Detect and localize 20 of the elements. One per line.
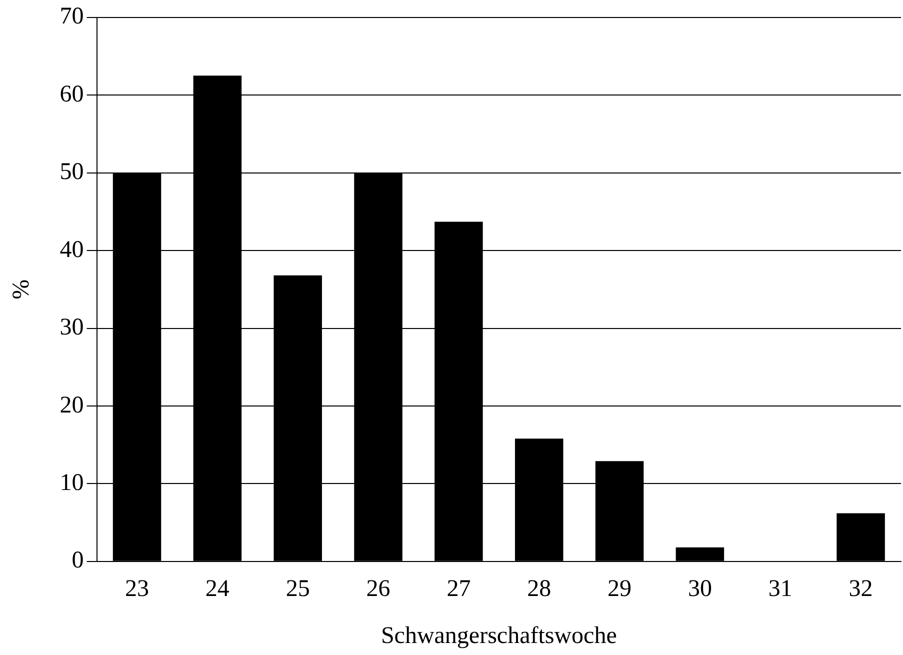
x-tick-label: 27 — [446, 576, 471, 602]
y-tick-label: 60 — [60, 81, 84, 108]
y-tick-label: 20 — [60, 392, 84, 418]
x-tick-label: 28 — [527, 576, 552, 602]
x-axis-title: Schwangerschaftswoche — [380, 622, 617, 649]
y-tick-label: 10 — [60, 470, 84, 496]
y-tick-label: 70 — [60, 4, 84, 30]
y-tick-label: 40 — [60, 236, 84, 263]
x-tick-label: 25 — [286, 576, 310, 602]
y-tick-label: 0 — [72, 548, 84, 574]
x-tick-label: 31 — [768, 576, 792, 602]
x-tick-label: 30 — [688, 576, 712, 602]
x-tick-label: 32 — [848, 576, 873, 602]
y-axis-title: % — [8, 279, 35, 300]
x-tick-label: 26 — [366, 576, 390, 602]
x-tick-label: 24 — [205, 576, 230, 602]
x-tick-label: 29 — [608, 576, 632, 602]
x-tick-label: 23 — [125, 576, 150, 602]
y-tick-label: 50 — [60, 159, 84, 186]
y-tick-label: 30 — [60, 314, 84, 341]
